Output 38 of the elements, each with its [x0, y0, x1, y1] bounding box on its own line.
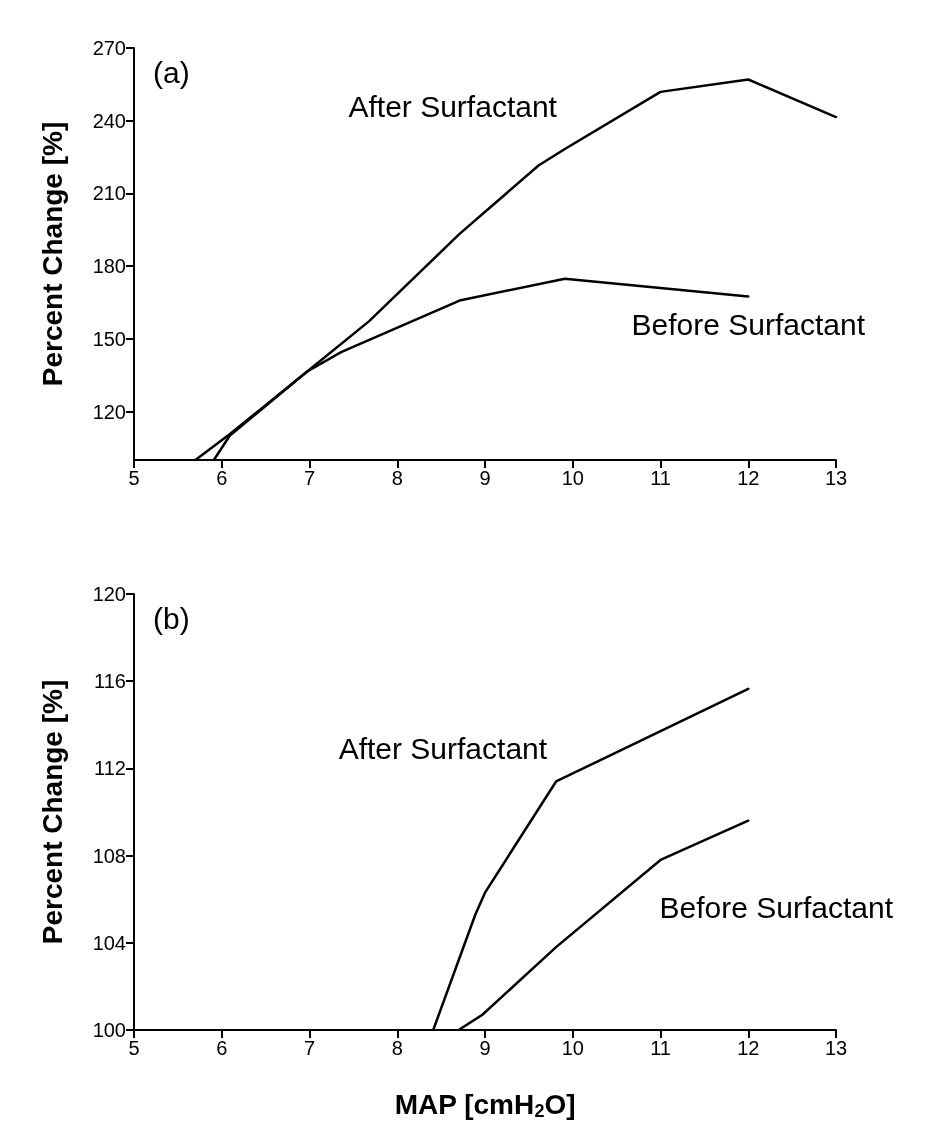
x-tick-label: 11	[650, 1037, 671, 1059]
x-tick-label: 9	[479, 1037, 491, 1059]
series-label: After Surfactant	[338, 732, 548, 766]
series-label: Before Surfactant	[631, 308, 866, 342]
y-tick-label: 108	[92, 844, 126, 867]
y-tick-label: 180	[92, 255, 126, 278]
x-tick-label: 8	[391, 1037, 403, 1059]
x-tick-label: 6	[216, 467, 228, 489]
y-tick-label: 120	[92, 400, 126, 423]
x-tick-label: 8	[391, 467, 403, 489]
x-tick-label: 6	[216, 1037, 228, 1059]
x-tick-label: 10	[561, 467, 584, 489]
x-tick-label: 5	[128, 1037, 140, 1059]
x-tick-label: 12	[737, 1037, 760, 1059]
y-tick-label: 104	[92, 931, 126, 954]
y-tick-label: 112	[94, 757, 126, 780]
chart-title: (b)	[153, 601, 190, 635]
x-tick-label: 9	[479, 467, 491, 489]
x-tick-label: 7	[303, 1037, 316, 1059]
series-label: After Surfactant	[348, 90, 558, 123]
y-tick-label: 150	[92, 327, 126, 350]
series-label: Before Surfactant	[659, 891, 894, 925]
x-tick-label: 13	[824, 1037, 848, 1059]
y-tick-label: 100	[92, 1019, 126, 1041]
x-tick-label: 11	[650, 467, 671, 489]
y-axis-title: Percent Change [%]	[36, 121, 68, 387]
chart-title: (a)	[153, 55, 190, 89]
y-tick-label: 116	[94, 670, 126, 693]
y-axis-title: Percent Change [%]	[36, 679, 68, 945]
y-tick-label: 210	[92, 182, 126, 205]
y-tick-label: 120	[92, 583, 126, 605]
y-tick-label: 240	[92, 109, 126, 132]
x-tick-label: 5	[128, 467, 140, 489]
x-tick-label: 10	[561, 1037, 584, 1059]
x-tick-label: 13	[824, 467, 848, 489]
y-tick-label: 270	[92, 37, 126, 59]
x-tick-label: 12	[737, 467, 760, 489]
x-tick-label: 7	[303, 467, 316, 489]
